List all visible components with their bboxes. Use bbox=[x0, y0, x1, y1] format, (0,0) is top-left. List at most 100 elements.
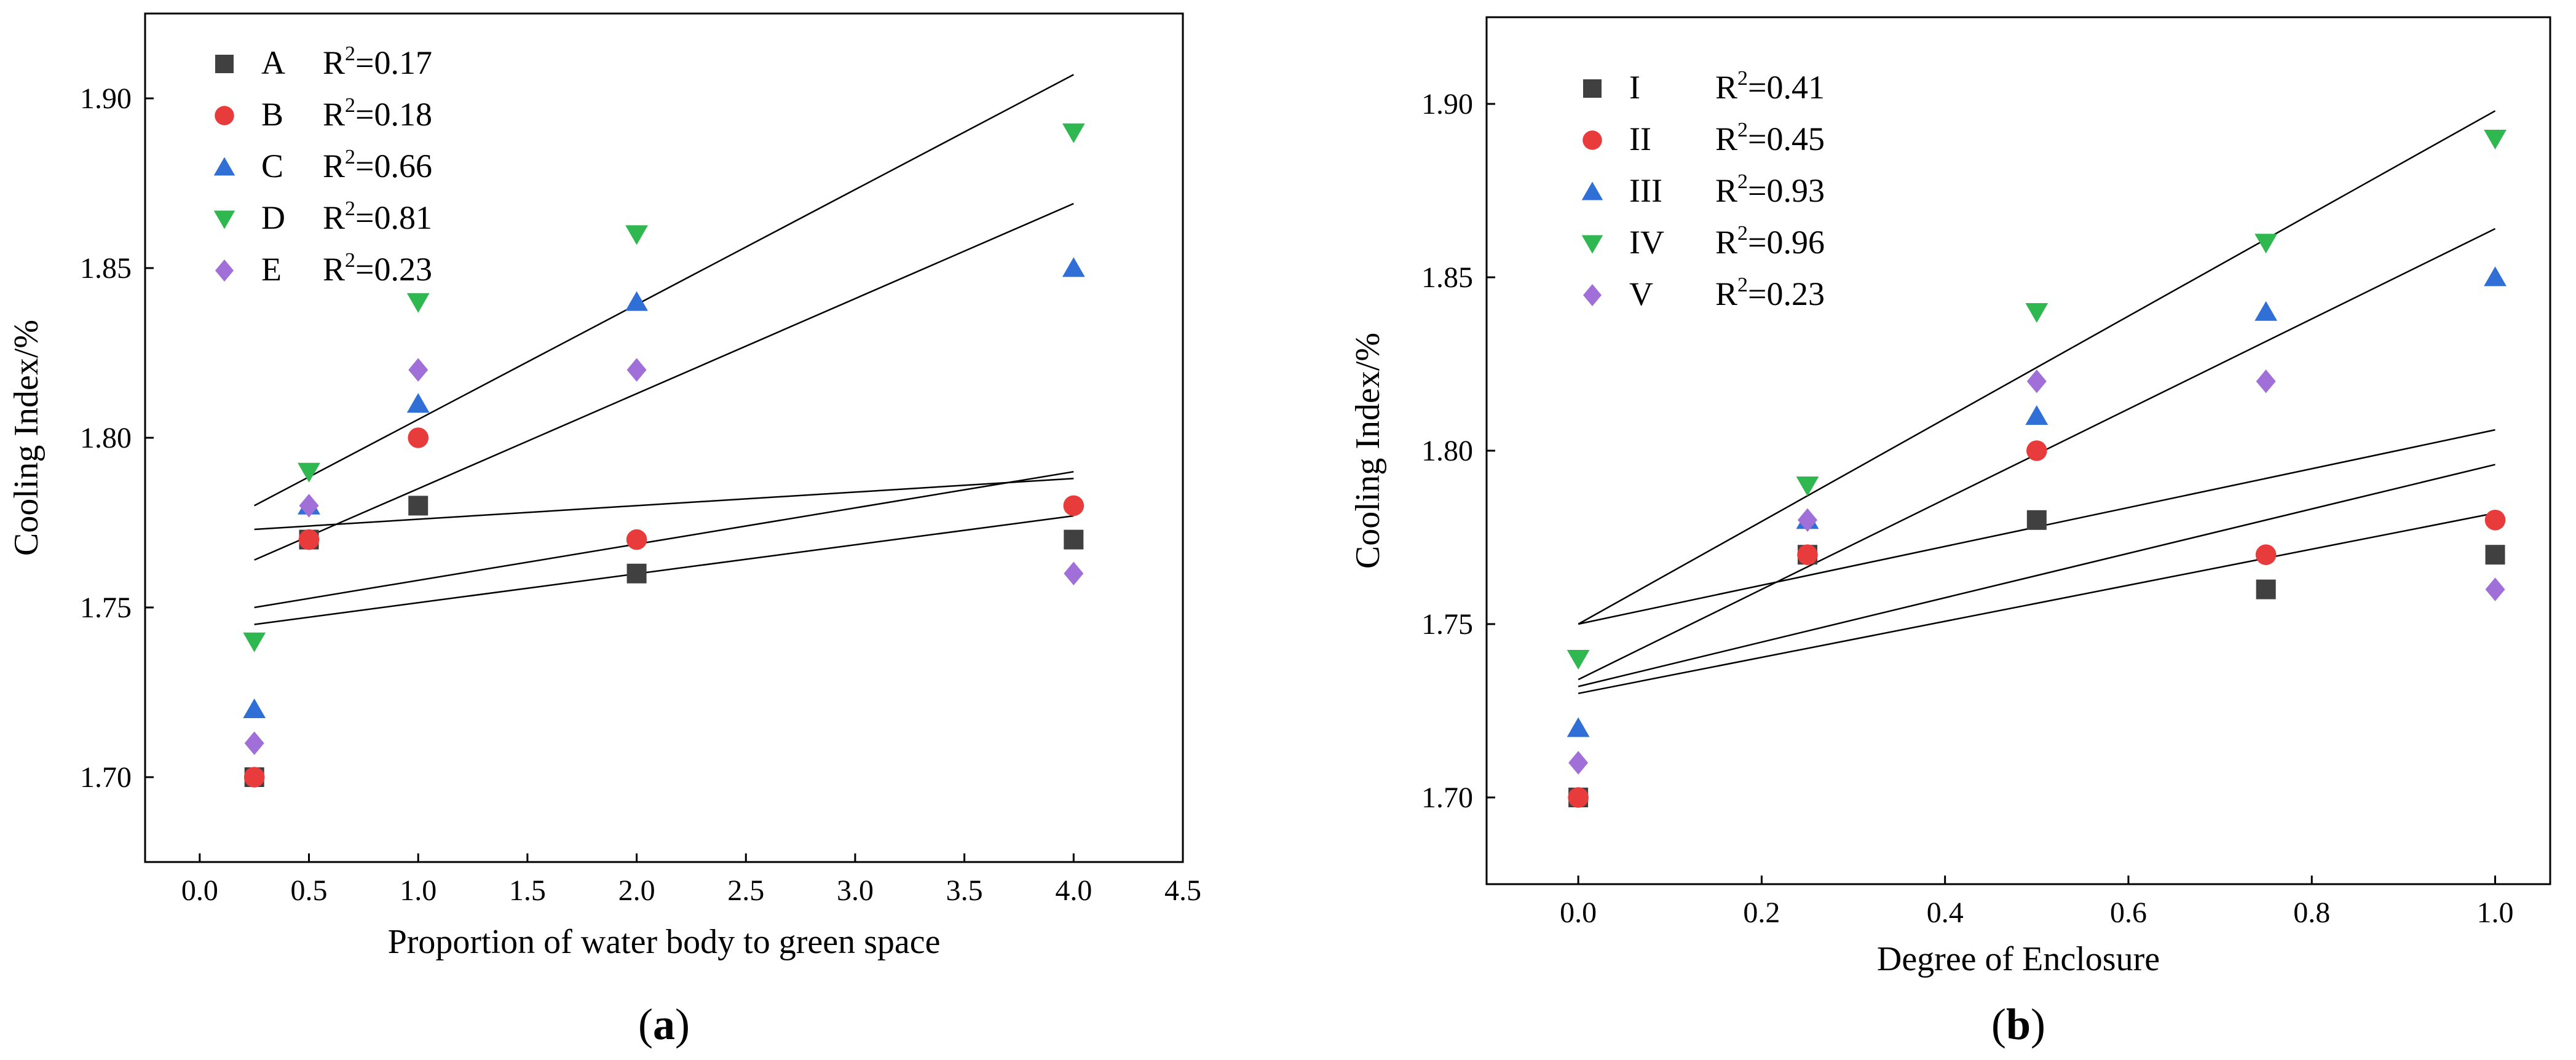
point-d bbox=[625, 225, 648, 245]
legend-series-name: C bbox=[261, 148, 283, 184]
legend-entry-ii: II R2=0.45 bbox=[1629, 119, 1825, 157]
fit-line-e bbox=[254, 470, 1074, 609]
legend-r2-value: =0.45 bbox=[1748, 121, 1825, 157]
point-iii bbox=[2025, 405, 2049, 425]
point-a bbox=[626, 563, 647, 583]
panel-caption-letter: a bbox=[653, 1000, 675, 1049]
plot-frame bbox=[144, 12, 1184, 863]
legend-series-name: A bbox=[261, 44, 285, 81]
point-d bbox=[1062, 123, 1085, 143]
legend-superscript: 2 bbox=[1737, 274, 1748, 296]
legend-marker-iv bbox=[1581, 235, 1603, 254]
legend-r-letter: R bbox=[1715, 69, 1737, 106]
legend-superscript: 2 bbox=[1737, 170, 1748, 193]
legend-superscript: 2 bbox=[1737, 222, 1748, 245]
legend-superscript: 2 bbox=[345, 42, 355, 65]
legend-marker-v bbox=[1583, 284, 1602, 306]
legend-r-letter: R bbox=[1715, 121, 1737, 157]
legend-superscript: 2 bbox=[1737, 119, 1748, 141]
panel-b: 1.70 1.75 1.80 1.85 1.90 0.0 0.2 0.4 0.6 0.8 1.0 De… bbox=[1349, 16, 2551, 1049]
legend-r-letter: R bbox=[323, 44, 345, 81]
y-tick-label: 1.70 bbox=[1421, 781, 1473, 814]
x-tick-label: 3.0 bbox=[837, 874, 874, 907]
y-axis-title: Cooling Index/% bbox=[1349, 333, 1387, 569]
point-d bbox=[298, 462, 320, 483]
point-i bbox=[2485, 545, 2505, 565]
legend-r2-value: =0.66 bbox=[355, 148, 432, 184]
legend-marker-e bbox=[215, 259, 234, 282]
fit-line-c bbox=[254, 202, 1074, 561]
x-tick-label: 1.0 bbox=[400, 874, 437, 907]
point-ii bbox=[1797, 544, 1818, 565]
point-v bbox=[2026, 370, 2047, 394]
legend-entry-v: V R2=0.23 bbox=[1629, 274, 1825, 312]
x-tick-label: 0.6 bbox=[2110, 896, 2147, 929]
point-iv bbox=[2484, 130, 2507, 149]
point-iv bbox=[1567, 650, 1590, 670]
legend-series-name: E bbox=[261, 251, 282, 288]
legend-entry-i: I R2=0.41 bbox=[1629, 67, 1825, 106]
point-c bbox=[406, 393, 430, 413]
point-v bbox=[2485, 577, 2505, 601]
legend-r2-value: =0.23 bbox=[1748, 275, 1825, 312]
fit-line-iv bbox=[1578, 110, 2496, 625]
legend-r-letter: R bbox=[323, 96, 345, 133]
legend-marker-i bbox=[1583, 79, 1602, 98]
legend-marker-b bbox=[215, 106, 234, 125]
legend-superscript: 2 bbox=[345, 94, 355, 117]
point-v bbox=[1568, 751, 1589, 775]
point-c bbox=[625, 291, 648, 311]
legend-marker-c bbox=[213, 157, 235, 176]
y-tick-label: 1.85 bbox=[1421, 261, 1473, 294]
x-tick-label: 2.5 bbox=[727, 874, 764, 907]
point-e bbox=[1064, 561, 1084, 585]
y-tick-label: 1.80 bbox=[1421, 435, 1473, 467]
legend-entry-b: B R2=0.18 bbox=[261, 94, 432, 133]
point-e bbox=[244, 731, 264, 755]
y-axis-title: Cooling Index/% bbox=[7, 320, 45, 556]
point-i bbox=[2026, 510, 2047, 530]
fit-line-d bbox=[254, 74, 1074, 507]
point-e bbox=[408, 358, 429, 382]
panel-caption-letter: b bbox=[2006, 1000, 2031, 1049]
legend-r2-value: =0.23 bbox=[355, 251, 432, 288]
legend-r-letter: R bbox=[1715, 172, 1737, 209]
x-tick-label: 3.5 bbox=[946, 874, 983, 907]
legend-marker-a bbox=[215, 55, 234, 73]
fit-line-b bbox=[254, 515, 1074, 625]
legend-superscript: 2 bbox=[1737, 67, 1748, 90]
x-tick-label: 0.2 bbox=[1743, 896, 1780, 929]
legend-marker-iii bbox=[1581, 181, 1603, 200]
x-tick-label: 0.0 bbox=[181, 874, 218, 907]
point-e bbox=[626, 358, 647, 382]
point-iv bbox=[2254, 234, 2278, 254]
y-tick-label: 1.70 bbox=[80, 761, 132, 794]
legend-series-name: V bbox=[1629, 275, 1653, 312]
x-tick-label: 4.5 bbox=[1164, 874, 1201, 907]
legend-superscript: 2 bbox=[345, 197, 355, 220]
x-tick-label: 0.4 bbox=[1927, 896, 1964, 929]
panel-caption: (a) bbox=[638, 1000, 690, 1049]
point-iii bbox=[2484, 266, 2507, 287]
panel-caption: (b) bbox=[1991, 1000, 2045, 1049]
legend-entry-a: A R2=0.17 bbox=[261, 42, 432, 81]
legend-r-letter: R bbox=[1715, 275, 1737, 312]
point-iv bbox=[2025, 303, 2049, 323]
point-b bbox=[298, 529, 320, 550]
x-axis-title: Proportion of water body to green space bbox=[388, 923, 941, 961]
y-tick-label: 1.75 bbox=[1421, 608, 1473, 641]
point-ii bbox=[1568, 787, 1589, 808]
point-ii bbox=[2484, 510, 2506, 531]
legend-series-name: IV bbox=[1629, 224, 1664, 261]
point-d bbox=[243, 632, 266, 652]
legend-superscript: 2 bbox=[345, 249, 355, 272]
legend-superscript: 2 bbox=[345, 146, 355, 168]
legend-series-name: B bbox=[261, 96, 283, 133]
legend-r-letter: R bbox=[323, 148, 345, 184]
legend-r-letter: R bbox=[323, 251, 345, 288]
legend-series-name: D bbox=[261, 199, 285, 236]
fit-line-i bbox=[1578, 512, 2495, 695]
x-tick-label: 0.0 bbox=[1560, 896, 1597, 929]
x-tick-label: 2.0 bbox=[618, 874, 655, 907]
